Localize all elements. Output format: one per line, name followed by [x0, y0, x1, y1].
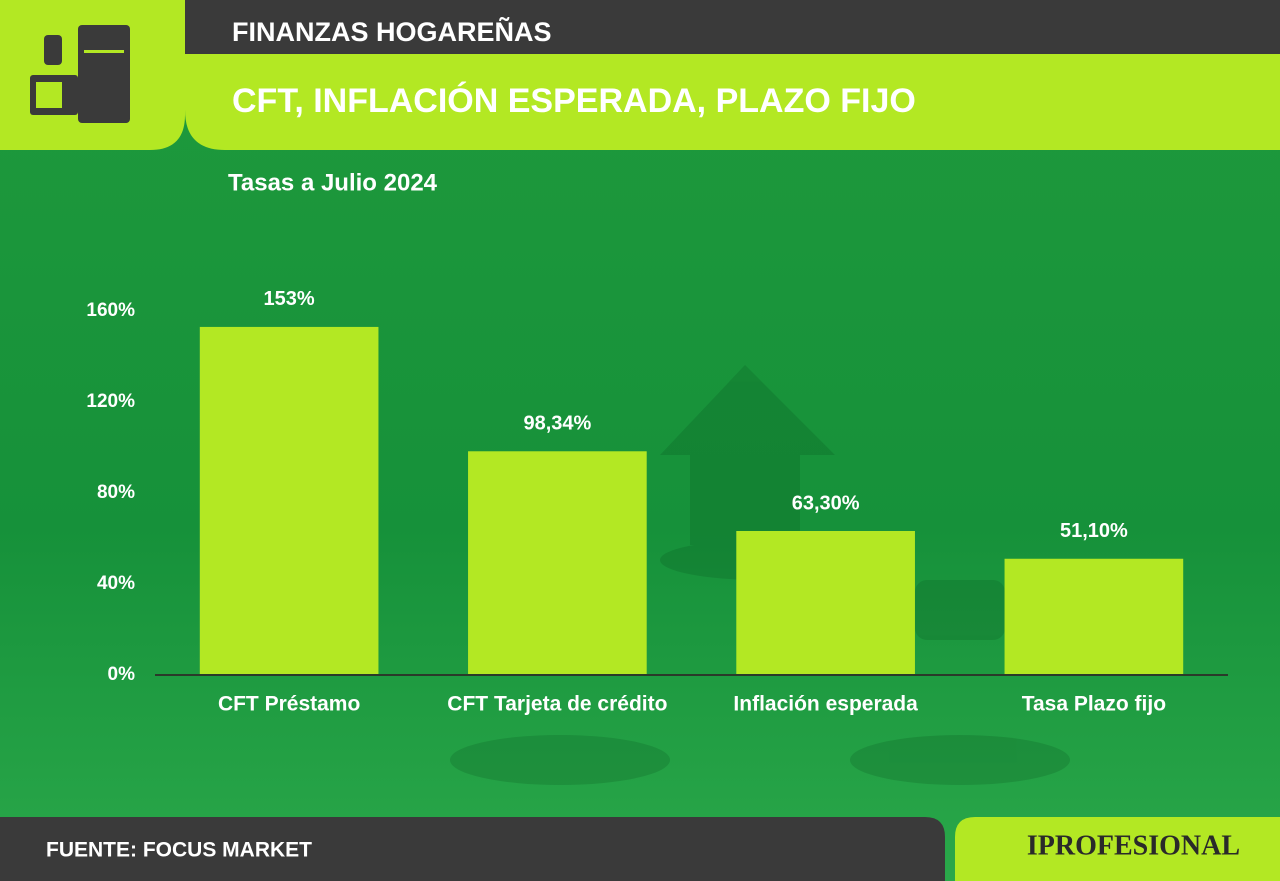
chart-subtitle: Tasas a Julio 2024	[228, 169, 438, 196]
chart-title: CFT, INFLACIÓN ESPERADA, PLAZO FIJO	[232, 82, 916, 120]
x-tick-label: Tasa Plazo fijo	[1022, 693, 1166, 716]
value-label: 153%	[264, 288, 315, 310]
footer-bar	[0, 817, 945, 881]
brand: IPROFESIONAL	[1027, 830, 1240, 861]
brand-box	[955, 817, 1280, 881]
appliance-icon	[30, 25, 130, 123]
value-label: 98,34%	[523, 413, 591, 435]
section-title: FINANZAS HOGAREÑAS	[232, 16, 552, 47]
value-label: 51,10%	[1060, 520, 1128, 542]
y-tick-label: 0%	[108, 664, 136, 685]
bar	[199, 326, 379, 675]
x-tick-label: CFT Préstamo	[218, 693, 360, 716]
value-label: 63,30%	[792, 492, 860, 514]
x-tick-label: Inflación esperada	[733, 693, 918, 716]
header-green-bar	[185, 54, 1280, 150]
x-tick-label: CFT Tarjeta de crédito	[447, 693, 667, 716]
source: FUENTE: FOCUS MARKET	[46, 839, 312, 862]
bar	[468, 451, 647, 675]
header-dark-bar	[185, 0, 1280, 54]
y-tick-label: 120%	[86, 391, 135, 412]
bar	[736, 530, 915, 675]
y-tick-label: 40%	[97, 573, 135, 594]
y-tick-label: 160%	[86, 300, 135, 321]
y-tick-label: 80%	[97, 482, 135, 503]
bar	[1004, 558, 1184, 675]
